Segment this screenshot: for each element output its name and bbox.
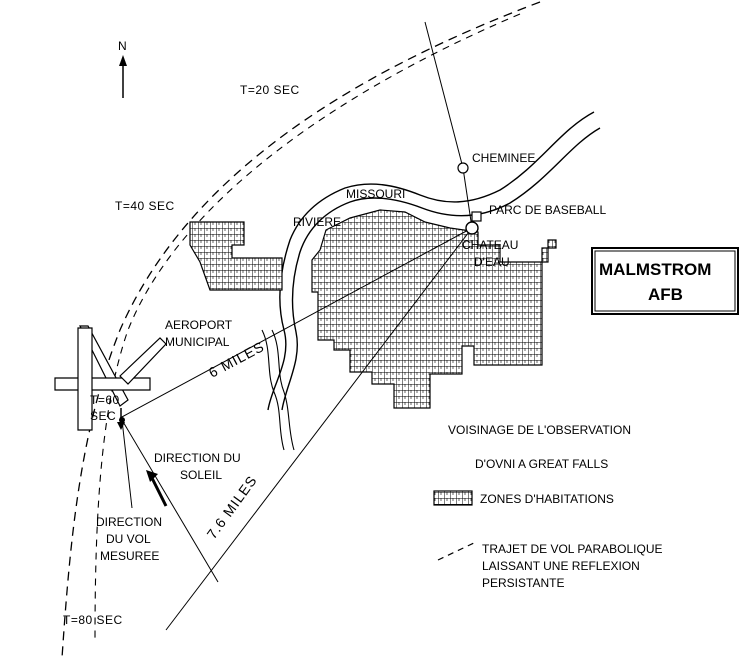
legend-trajet-line1: TRAJET DE VOL PARABOLIQUE (482, 542, 663, 556)
north-label: N (118, 39, 127, 53)
t60-label-line1: T=60 (90, 393, 120, 407)
t60-label-line2: SEC (90, 409, 116, 423)
sight-line-cheminee (462, 167, 473, 229)
flight-direction-label-line1: DIRECTION (96, 515, 162, 529)
legend-habitations-swatch (433, 490, 473, 506)
flight-direction-label-line3: MESUREE (100, 549, 159, 563)
tributary-river (261, 329, 285, 451)
riviere-label: RIVIERE (293, 215, 341, 229)
legend-trajet-line3: PERSISTANTE (482, 576, 564, 590)
chateau-deau-marker-icon (465, 221, 479, 235)
baseball-park-marker-icon (471, 211, 482, 222)
afb-label: AFB (648, 285, 683, 304)
residential-zone-west (189, 221, 283, 291)
seven-six-miles-line (165, 227, 473, 631)
malmstrom-afb-box-inner (594, 250, 736, 312)
sun-direction-label-line1: DIRECTION DU (154, 451, 241, 465)
sun-direction-label-line2: SOLEIL (180, 468, 222, 482)
sun-direction-arrow-icon (146, 470, 168, 507)
north-arrow-icon (119, 55, 127, 98)
residential-zone-main (311, 209, 557, 409)
observer-line-a (121, 419, 133, 509)
observer-line-b (121, 419, 219, 583)
six-miles-line (119, 227, 473, 419)
cheminee-label: CHEMINEE (472, 151, 535, 165)
legend-title-line2: D'OVNI A GREAT FALLS (475, 457, 608, 471)
t80-label: T=80 SEC (63, 613, 123, 627)
flight-direction-label-line2: DU VOL (106, 532, 151, 546)
chateau-label-line2: D'EAU (474, 255, 510, 269)
airport-runways-icon (54, 325, 167, 431)
cheminee-marker-icon (457, 162, 469, 174)
seven-six-miles-label: 7.6 MILES (203, 472, 260, 542)
legend-habitations-label: ZONES D'HABITATIONS (480, 492, 614, 506)
legend-trajet-line2: LAISSANT UNE REFLEXION (482, 559, 640, 573)
sight-line-north (424, 21, 464, 169)
chateau-label-line1: CHATEAU (462, 238, 518, 252)
legend-flight-path-swatch (437, 541, 477, 561)
parc-de-baseball-label: PARC DE BASEBALL (489, 203, 606, 217)
aeroport-label-line2: MUNICIPAL (165, 335, 230, 349)
aeroport-label-line1: AEROPORT (165, 318, 233, 332)
t40-label: T=40 SEC (115, 199, 175, 213)
missouri-label: MISSOURI (346, 187, 405, 201)
malmstrom-afb-box (591, 247, 739, 315)
flight-path-inner (94, 13, 521, 641)
missouri-river-south-bank (281, 127, 601, 411)
malmstrom-label: MALMSTROM (599, 260, 711, 279)
t20-label: T=20 SEC (240, 83, 300, 97)
tributary-river-bank (271, 329, 295, 451)
legend-title-line1: VOISINAGE DE L'OBSERVATION (448, 423, 631, 437)
flight-path-outer (61, 1, 541, 659)
flight-direction-arrow-icon (117, 408, 125, 430)
